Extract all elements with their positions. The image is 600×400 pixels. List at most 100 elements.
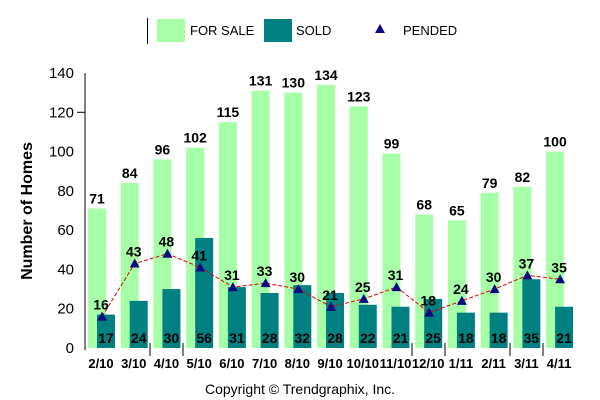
- bar-for-sale: [546, 151, 565, 348]
- for-sale-value-label: 82: [515, 169, 531, 185]
- y-tick-label: 140: [49, 65, 74, 82]
- legend-divider: [147, 18, 148, 44]
- for-sale-value-label: 96: [155, 141, 171, 157]
- pended-marker: [555, 274, 566, 284]
- for-sale-value-label: 102: [183, 130, 207, 146]
- pended-value-label: 25: [355, 279, 371, 295]
- legend: FOR SALE SOLD PENDED: [0, 0, 600, 60]
- pended-marker: [489, 284, 500, 294]
- pended-value-label: 33: [257, 263, 273, 279]
- pended-value-label: 37: [519, 255, 535, 271]
- for-sale-value-label: 100: [543, 134, 567, 150]
- y-tick-label: 20: [57, 301, 74, 318]
- pended-marker: [162, 248, 173, 258]
- x-tick-label: 2/11: [481, 356, 506, 371]
- pended-marker: [326, 301, 337, 311]
- for-sale-value-label: 71: [89, 191, 105, 207]
- y-tick-label: 0: [66, 340, 74, 357]
- pended-value-label: 21: [322, 287, 338, 303]
- pended-value-label: 35: [551, 259, 567, 275]
- pended-marker: [522, 270, 533, 280]
- legend-label-sold: SOLD: [296, 23, 332, 38]
- pended-value-label: 18: [420, 293, 436, 309]
- pended-marker: [358, 293, 369, 303]
- for-sale-value-label: 65: [449, 202, 465, 218]
- bar-for-sale: [349, 106, 368, 349]
- legend-label-pended: PENDED: [403, 23, 458, 38]
- sold-value-label: 31: [229, 330, 245, 346]
- bar-sold: [227, 287, 246, 348]
- sold-value-label: 18: [491, 330, 507, 346]
- for-sale-value-label: 79: [482, 175, 498, 191]
- pended-marker: [424, 307, 435, 317]
- for-sale-value-label: 123: [347, 88, 371, 104]
- for-sale-value-label: 115: [217, 104, 240, 120]
- pended-marker: [227, 282, 238, 292]
- y-tick-label: 120: [49, 104, 74, 121]
- pended-marker: [260, 278, 271, 288]
- pended-marker: [97, 311, 107, 321]
- bar-sold: [555, 306, 574, 348]
- legend-triangle-icon: [375, 24, 385, 33]
- pended-value-label: 43: [126, 244, 142, 260]
- bar-for-sale: [382, 153, 401, 348]
- pended-marker: [456, 295, 467, 305]
- x-tick-label: 5/10: [187, 356, 212, 371]
- pended-value-label: 16: [93, 297, 109, 313]
- x-tick-label: 10/10: [346, 356, 379, 371]
- x-tick-label: 3/11: [514, 356, 539, 371]
- pended-value-label: 41: [191, 247, 207, 263]
- for-sale-value-label: 130: [282, 75, 306, 91]
- x-tick-label: 7/10: [252, 356, 277, 371]
- sold-value-label: 35: [524, 330, 540, 346]
- x-tick-label: 9/10: [317, 356, 342, 371]
- pended-value-label: 31: [224, 267, 240, 283]
- for-sale-value-label: 131: [249, 73, 273, 89]
- y-tick-label: 40: [57, 261, 74, 278]
- pended-marker: [195, 262, 206, 272]
- pended-value-label: 31: [388, 267, 404, 283]
- bar-sold: [129, 300, 148, 348]
- x-tick-label: 6/10: [219, 356, 244, 371]
- pended-value-label: 30: [486, 269, 502, 285]
- x-tick-label: 4/11: [547, 356, 572, 371]
- y-tick-label: 60: [57, 222, 74, 239]
- legend-swatch-sold: [264, 19, 292, 42]
- bar-sold: [97, 314, 115, 348]
- bar-for-sale: [317, 84, 336, 349]
- bar-sold: [456, 312, 475, 348]
- x-tick-label: 4/10: [154, 356, 179, 371]
- for-sale-value-label: 68: [416, 196, 432, 212]
- bar-for-sale: [284, 92, 303, 349]
- for-sale-value-label: 99: [384, 136, 400, 152]
- x-tick-label: 12/10: [412, 356, 445, 371]
- bar-sold: [522, 279, 541, 348]
- bar-sold: [260, 293, 279, 348]
- bar-sold: [293, 285, 312, 348]
- sold-value-label: 28: [327, 330, 343, 346]
- sold-value-label: 21: [393, 330, 409, 346]
- pended-value-label: 48: [159, 234, 175, 250]
- bar-sold: [489, 312, 508, 348]
- sold-value-label: 30: [164, 330, 180, 346]
- pended-value-label: 24: [453, 281, 469, 297]
- sold-value-label: 17: [98, 330, 114, 346]
- sold-value-label: 56: [196, 330, 212, 346]
- x-tick-label: 2/10: [88, 356, 113, 371]
- pended-value-label: 30: [290, 269, 306, 285]
- legend-swatch-for-sale: [157, 19, 185, 42]
- x-tick-label: 3/10: [121, 356, 146, 371]
- pended-marker: [293, 284, 304, 294]
- y-tick-label: 100: [49, 144, 74, 161]
- x-tick-label: 1/11: [449, 356, 474, 371]
- copyright-text: Copyright © Trendgraphix, Inc.: [204, 381, 396, 397]
- bar-sold: [391, 306, 410, 348]
- legend-label-for-sale: FOR SALE: [190, 23, 255, 38]
- sold-value-label: 24: [131, 330, 147, 346]
- sold-value-label: 32: [295, 330, 311, 346]
- sold-value-label: 21: [556, 330, 572, 346]
- for-sale-value-label: 134: [314, 67, 338, 83]
- y-tick-label: 80: [57, 183, 74, 200]
- x-tick-label: 8/10: [285, 356, 310, 371]
